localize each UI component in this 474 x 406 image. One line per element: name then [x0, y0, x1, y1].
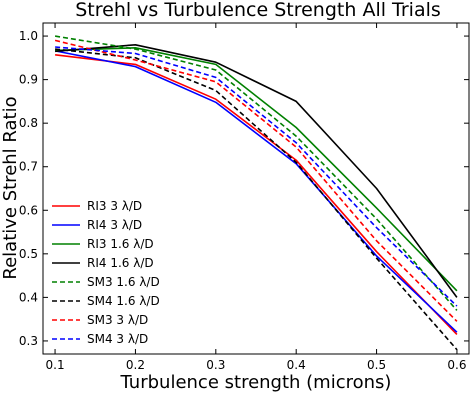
y-tick-label: 0.4 [19, 290, 38, 304]
y-tick-label: 0.5 [19, 247, 38, 261]
legend: RI3 3 λ/D RI4 3 λ/D RI3 1.6 λ/D RI4 1.6 λ/D… [52, 199, 160, 346]
x-axis: 0.1 0.2 0.3 0.4 0.5 0.6 [46, 23, 466, 372]
y-axis: 0.3 0.4 0.5 0.6 0.7 0.8 0.9 1.0 [19, 29, 469, 348]
legend-label: SM4 3 λ/D [87, 332, 148, 346]
series-line-5 [54, 35, 458, 311]
series-line-4 [55, 43, 458, 298]
legend-label: SM3 3 λ/D [87, 313, 148, 327]
series-line-8 [55, 46, 458, 307]
legend-label: RI4 3 λ/D [87, 218, 142, 232]
legend-label: RI3 1.6 λ/D [87, 237, 154, 251]
x-axis-label: Turbulence strength (microns) [120, 372, 392, 393]
y-tick-label: 1.0 [19, 29, 38, 43]
series-layer [54, 35, 458, 351]
legend-label: RI4 1.6 λ/D [87, 256, 154, 270]
legend-label: SM3 1.6 λ/D [87, 275, 160, 289]
x-tick-label: 0.1 [46, 358, 65, 372]
x-tick-label: 0.2 [126, 358, 145, 372]
y-tick-label: 0.9 [19, 73, 38, 87]
y-tick-label: 0.7 [19, 160, 38, 174]
chart-title: Strehl vs Turbulence Strength All Trials [75, 0, 441, 21]
series-line-7 [54, 39, 458, 322]
y-tick-label: 0.8 [19, 116, 38, 130]
legend-label: SM4 1.6 λ/D [87, 294, 160, 308]
legend-label: RI3 3 λ/D [87, 199, 142, 213]
x-tick-label: 0.6 [447, 358, 466, 372]
plot-frame [42, 22, 470, 355]
y-axis-label: Relative Strehl Ratio [0, 96, 21, 279]
x-tick-label: 0.3 [206, 358, 225, 372]
series-line-1 [55, 54, 458, 335]
x-tick-label: 0.4 [287, 358, 306, 372]
series-line-3 [55, 46, 458, 292]
x-tick-label: 0.5 [367, 358, 386, 372]
y-tick-label: 0.6 [19, 203, 38, 217]
y-tick-label: 0.3 [19, 334, 38, 348]
series-line-2 [54, 50, 458, 333]
